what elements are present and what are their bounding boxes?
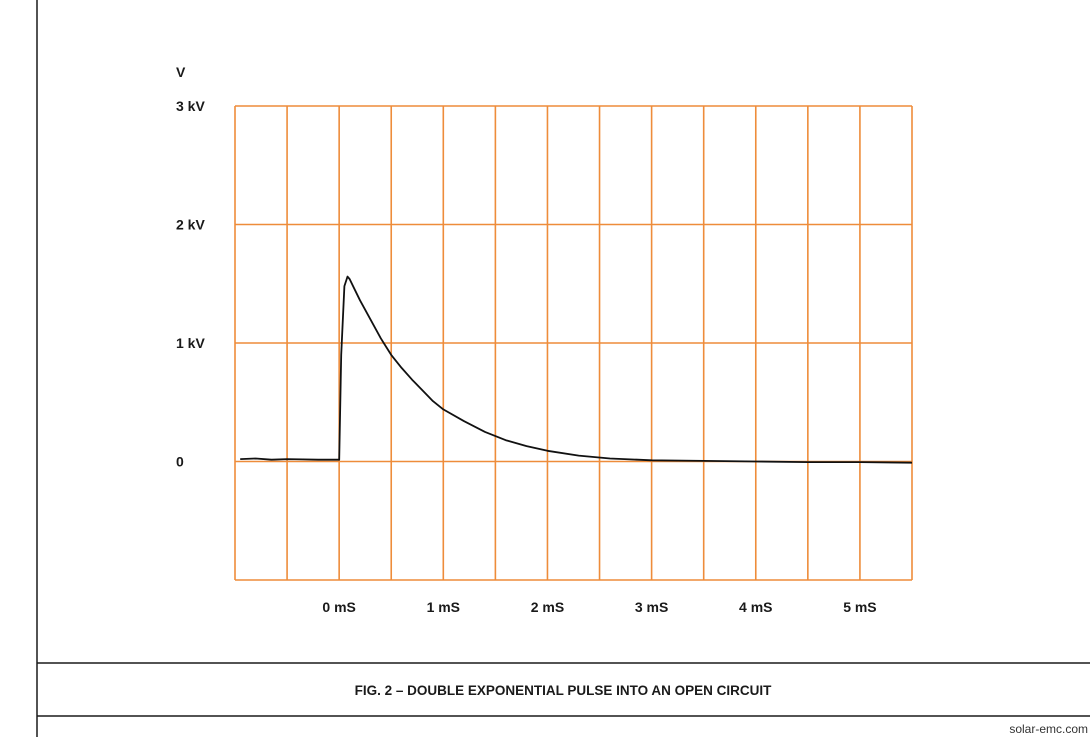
- x-tick-labels: 0 mS 1 mS 2 mS 3 mS 4 mS 5 mS: [322, 599, 876, 615]
- figure-caption: FIG. 2 – DOUBLE EXPONENTIAL PULSE INTO A…: [355, 683, 773, 698]
- figure-frame: [36, 0, 1090, 737]
- x-tick-label: 3 mS: [635, 599, 668, 615]
- y-tick-label: 2 kV: [176, 217, 205, 233]
- chart-grid: [234, 105, 913, 581]
- credit-text: solar-emc.com: [1009, 722, 1088, 736]
- y-tick-labels: 3 kV 2 kV 1 kV 0: [176, 98, 205, 470]
- y-axis-label: V: [176, 64, 186, 80]
- x-tick-label: 1 mS: [427, 599, 460, 615]
- y-tick-label: 3 kV: [176, 98, 205, 114]
- y-tick-label: 0: [176, 454, 184, 470]
- y-tick-label: 1 kV: [176, 335, 205, 351]
- x-tick-label: 5 mS: [843, 599, 876, 615]
- pulse-series-line: [240, 275, 913, 464]
- x-tick-label: 2 mS: [531, 599, 564, 615]
- x-tick-label: 0 mS: [322, 599, 355, 615]
- x-tick-label: 4 mS: [739, 599, 772, 615]
